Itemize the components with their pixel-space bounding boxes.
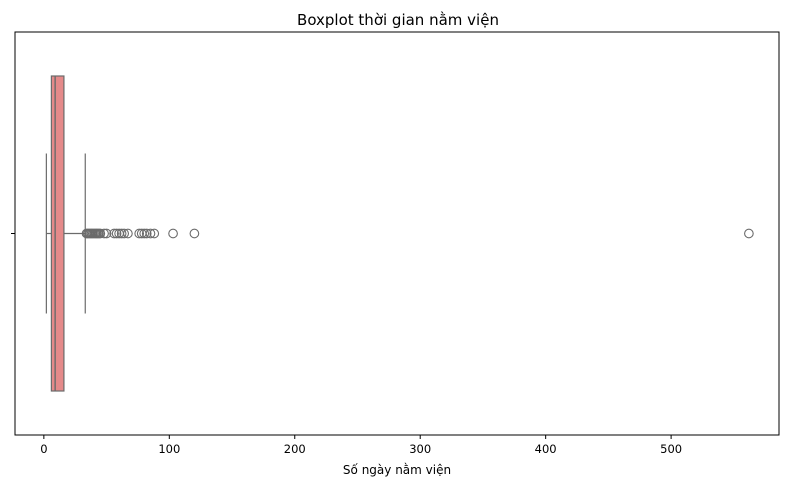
- outlier-point: [744, 228, 754, 239]
- outlier-point: [101, 228, 112, 239]
- outlier-point: [95, 228, 106, 239]
- outlier-point: [139, 228, 150, 239]
- outlier-point: [145, 228, 156, 239]
- x-tick-label: 200: [284, 442, 306, 456]
- x-axis-label: Số ngày nằm viện: [343, 463, 451, 477]
- outlier-point: [141, 228, 152, 239]
- outlier-point: [99, 228, 109, 239]
- outlier-point: [134, 228, 145, 239]
- outlier-point: [109, 228, 119, 239]
- outlier-point: [119, 228, 129, 239]
- outlier-point: [168, 228, 178, 239]
- x-tick-label: 100: [158, 442, 180, 456]
- x-tick-label: 500: [660, 442, 682, 456]
- iqr-box: [50, 75, 65, 392]
- outlier-point: [149, 228, 160, 239]
- outlier-point: [111, 228, 122, 239]
- outlier-point: [189, 228, 200, 239]
- x-tick-label: 300: [409, 442, 431, 456]
- outlier-point: [116, 228, 127, 239]
- outlier-point: [123, 228, 133, 239]
- chart-title: Boxplot thời gian nằm viện: [297, 11, 499, 29]
- x-tick-label: 400: [535, 442, 557, 456]
- x-axis: 0 100 200 300 400 500: [40, 435, 682, 456]
- plot-area: [45, 75, 754, 392]
- x-tick-label: 0: [40, 442, 47, 456]
